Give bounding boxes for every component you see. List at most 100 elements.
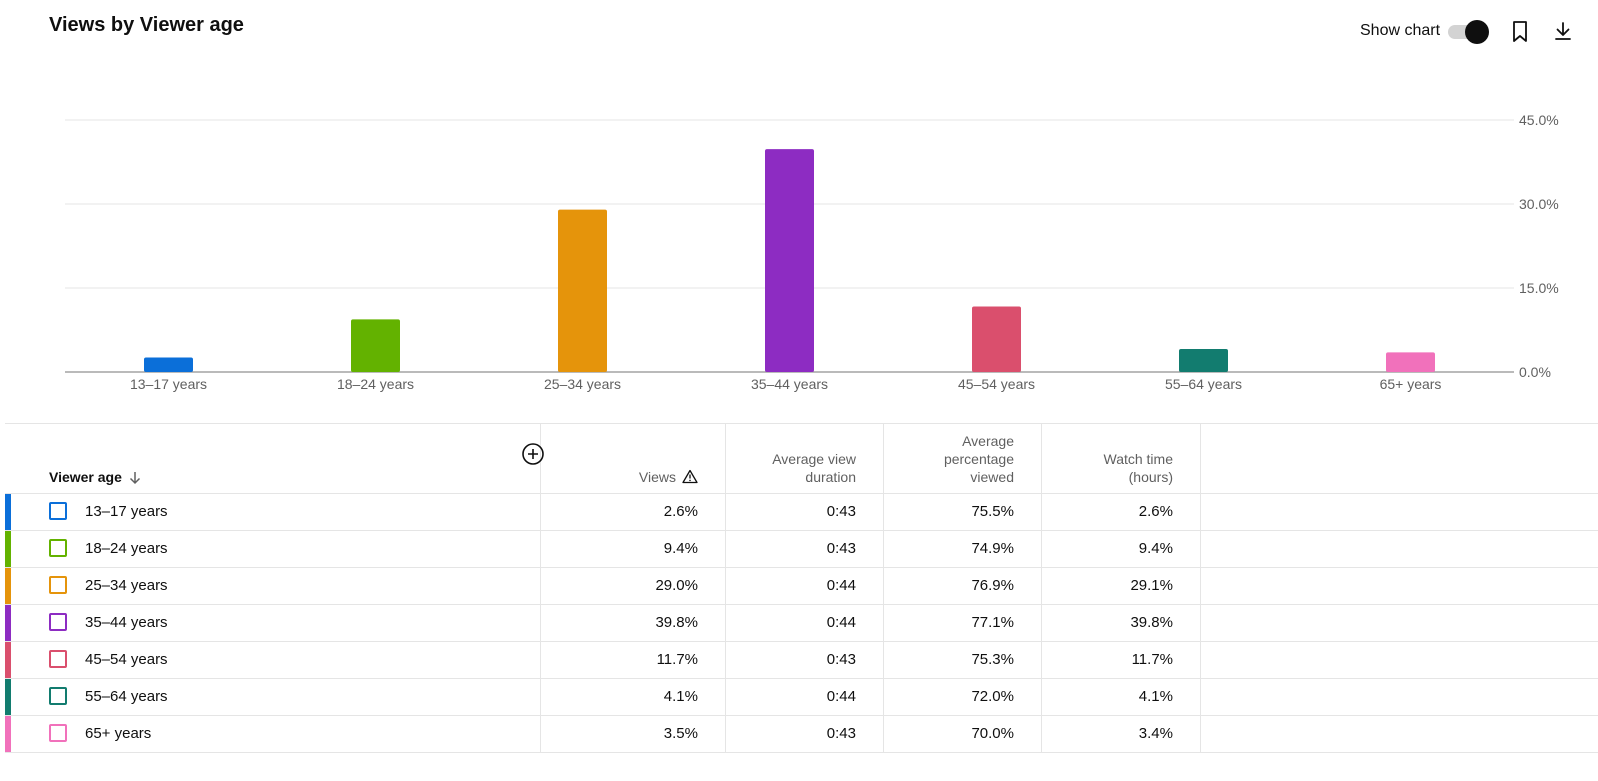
table-header: Viewer age Views Average view duration A… [5, 423, 1598, 494]
bar[interactable] [1386, 352, 1435, 372]
header-watch-time[interactable]: Watch time (hours) [1042, 424, 1201, 494]
row-viewer-age: 13–17 years [85, 503, 168, 520]
header-average-view-duration[interactable]: Average view duration [726, 424, 884, 494]
row-views: 4.1% [663, 688, 698, 705]
table-row[interactable]: 35–44 years 39.8% 0:44 77.1% 39.8% [5, 605, 1598, 642]
show-chart-toggle[interactable] [1447, 20, 1489, 44]
row-views: 2.6% [663, 503, 698, 520]
row-average-view-duration: 0:43 [826, 651, 856, 668]
row-viewer-age: 25–34 years [85, 577, 168, 594]
row-checkbox[interactable] [49, 502, 67, 520]
bar[interactable] [765, 149, 814, 372]
row-color-bar [5, 605, 11, 641]
bookmark-icon [1513, 21, 1527, 42]
row-viewer-age: 45–54 years [85, 651, 168, 668]
row-average-percentage-viewed: 75.3% [971, 651, 1014, 668]
table-row[interactable]: 13–17 years 2.6% 0:43 75.5% 2.6% [5, 494, 1598, 531]
add-circle-icon [522, 443, 544, 465]
row-checkbox[interactable] [49, 724, 67, 742]
row-checkbox[interactable] [49, 687, 67, 705]
row-views: 29.0% [655, 577, 698, 594]
row-color-bar [5, 716, 11, 752]
y-tick-label: 0.0% [1519, 364, 1551, 380]
arrow-down-icon [129, 472, 140, 485]
row-color-bar [5, 568, 11, 604]
bookmark-button[interactable] [1506, 17, 1534, 45]
row-average-percentage-viewed: 72.0% [971, 688, 1014, 705]
views-bar-chart: 0.0% 15.0% 30.0% 45.0% 13–17 years 18–24 year… [65, 112, 1559, 392]
row-average-view-duration: 0:44 [826, 688, 856, 705]
bar[interactable] [351, 319, 400, 372]
y-tick-label: 30.0% [1519, 196, 1559, 212]
x-tick-label: 25–34 years [544, 376, 621, 392]
toggle-knob [1465, 20, 1489, 44]
x-tick-label: 13–17 years [130, 376, 207, 392]
row-watch-time: 3.4% [1138, 725, 1173, 742]
table-row[interactable]: 45–54 years 11.7% 0:43 75.3% 11.7% [5, 642, 1598, 679]
row-checkbox[interactable] [49, 576, 67, 594]
row-color-bar [5, 679, 11, 715]
viewer-age-table: Viewer age Views Average view duration A… [5, 423, 1598, 753]
average-percentage-viewed-header-label: Average percentage viewed [943, 433, 1014, 485]
x-tick-label: 35–44 years [751, 376, 828, 392]
warning-triangle-icon [682, 469, 698, 484]
x-tick-label: 65+ years [1380, 376, 1442, 392]
bar[interactable] [144, 357, 193, 372]
row-watch-time: 39.8% [1130, 614, 1173, 631]
row-average-view-duration: 0:43 [826, 725, 856, 742]
row-average-percentage-viewed: 76.9% [971, 577, 1014, 594]
row-watch-time: 29.1% [1130, 577, 1173, 594]
row-color-bar [5, 642, 11, 678]
row-viewer-age: 18–24 years [85, 540, 168, 557]
header-average-percentage-viewed[interactable]: Average percentage viewed [884, 424, 1042, 494]
x-tick-label: 55–64 years [1165, 376, 1242, 392]
views-header-label: Views [638, 469, 676, 485]
download-button[interactable] [1549, 17, 1577, 45]
row-views: 11.7% [656, 651, 698, 668]
average-view-duration-header-label: Average view duration [772, 451, 856, 485]
row-viewer-age: 35–44 years [85, 614, 168, 631]
y-tick-label: 15.0% [1519, 280, 1559, 296]
table-row[interactable]: 65+ years 3.5% 0:43 70.0% 3.4% [5, 716, 1598, 753]
header-views[interactable]: Views [541, 424, 726, 494]
row-average-view-duration: 0:43 [826, 503, 856, 520]
bar[interactable] [558, 209, 607, 372]
row-checkbox[interactable] [49, 613, 67, 631]
chart-toolbar: Show chart [1298, 16, 1598, 46]
page-title: Views by Viewer age [49, 14, 244, 36]
bar[interactable] [972, 306, 1021, 372]
row-views: 39.8% [655, 614, 698, 631]
row-average-percentage-viewed: 74.9% [971, 540, 1014, 557]
show-chart-label: Show chart [1360, 22, 1441, 39]
table-row[interactable]: 25–34 years 29.0% 0:44 76.9% 29.1% [5, 568, 1598, 605]
row-color-bar [5, 494, 11, 530]
row-watch-time: 11.7% [1131, 651, 1173, 668]
row-color-bar [5, 531, 11, 567]
row-watch-time: 9.4% [1138, 540, 1173, 557]
row-views: 3.5% [663, 725, 698, 742]
row-average-view-duration: 0:43 [826, 540, 856, 557]
y-tick-label: 45.0% [1519, 112, 1559, 128]
row-watch-time: 4.1% [1138, 688, 1173, 705]
row-checkbox[interactable] [49, 650, 67, 668]
download-icon [1555, 22, 1571, 40]
x-tick-label: 18–24 years [337, 376, 414, 392]
row-average-view-duration: 0:44 [826, 577, 856, 594]
row-average-percentage-viewed: 75.5% [971, 503, 1014, 520]
watch-time-header-label: Watch time (hours) [1103, 451, 1174, 485]
row-viewer-age: 55–64 years [85, 688, 168, 705]
x-tick-label: 45–54 years [958, 376, 1035, 392]
row-viewer-age: 65+ years [85, 725, 152, 742]
row-watch-time: 2.6% [1138, 503, 1173, 520]
table-row[interactable]: 18–24 years 9.4% 0:43 74.9% 9.4% [5, 531, 1598, 568]
header-viewer-age[interactable]: Viewer age [5, 424, 544, 494]
row-checkbox[interactable] [49, 539, 67, 557]
add-column-button[interactable] [521, 442, 545, 466]
row-views: 9.4% [663, 540, 698, 557]
table-row[interactable]: 55–64 years 4.1% 0:44 72.0% 4.1% [5, 679, 1598, 716]
bar[interactable] [1179, 349, 1228, 372]
row-average-view-duration: 0:44 [826, 614, 856, 631]
viewer-age-header-label: Viewer age [49, 469, 122, 485]
row-average-percentage-viewed: 77.1% [971, 614, 1014, 631]
row-average-percentage-viewed: 70.0% [971, 725, 1014, 742]
